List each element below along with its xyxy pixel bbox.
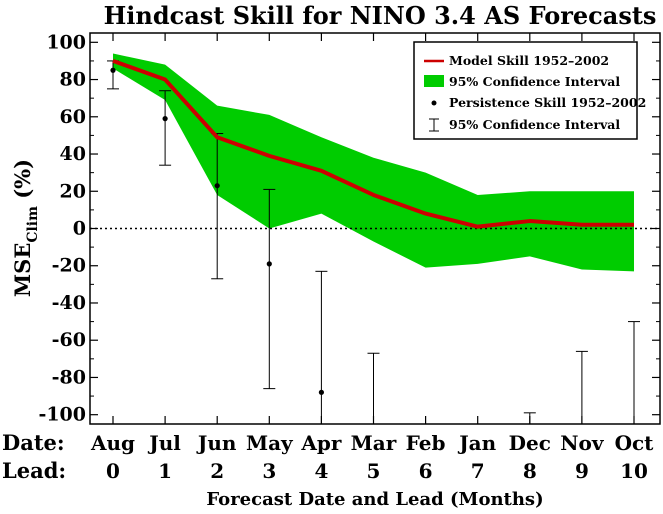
legend-model-ci-swatch [424, 75, 444, 87]
y-axis-label-unit: (%) [10, 159, 35, 199]
x-tick-date-label: Apr [300, 431, 342, 455]
persistence-point-0 [110, 67, 116, 73]
legend-persistence-ci-label: 95% Confidence Interval [449, 117, 620, 132]
x-tick-date-label: Nov [560, 431, 605, 455]
legend-persistence-marker [431, 100, 437, 106]
x-tick-date-label: Feb [406, 431, 446, 455]
x-tick-lead-label: 8 [523, 459, 537, 483]
x-tick-date-label: Dec [509, 431, 551, 455]
y-tick-label: -40 [52, 292, 86, 314]
x-tick-date-label: Jul [147, 431, 181, 455]
legend-model-skill-label: Model Skill 1952–2002 [449, 53, 609, 68]
plot-area [89, 32, 661, 425]
persistence-ci-bar-4 [315, 270, 328, 424]
x-tick-lead-label: 3 [262, 459, 276, 483]
x-tick-lead-label: 10 [620, 459, 648, 483]
persistence-point-4 [318, 389, 324, 395]
x-tick-lead-label: 9 [575, 459, 589, 483]
x-tick-date-label: May [246, 431, 294, 455]
x-tick-date-label: Jun [196, 431, 237, 455]
x-tick-date-label: Aug [90, 431, 135, 455]
y-tick-label: 0 [73, 218, 86, 240]
x-tick-lead-label: 2 [210, 459, 224, 483]
persistence-point-1 [162, 116, 168, 122]
x-tick-date-label: Mar [351, 431, 397, 455]
persistence-ci-bar-9 [575, 350, 588, 424]
legend-box [413, 41, 638, 140]
lead-row-label: Lead: [2, 458, 66, 483]
persistence-point-2 [214, 183, 220, 189]
chart-title: Hindcast Skill for NINO 3.4 AS Forecasts [104, 1, 657, 30]
model-ci-band [113, 53, 634, 272]
y-axis-label-subscript: Clim [25, 206, 41, 243]
legend-model-ci-label: 95% Confidence Interval [449, 74, 620, 89]
x-tick-lead-label: 5 [367, 459, 381, 483]
y-tick-label: 100 [46, 31, 86, 53]
x-tick-date-label: Jan [457, 431, 496, 455]
x-tick-date-label: Oct [615, 431, 655, 455]
legend: Model Skill 1952–2002 95% Confidence Int… [413, 41, 646, 140]
legend-persistence-ci-symbol [429, 118, 439, 132]
y-tick-label: 20 [60, 180, 86, 202]
x-tick-lead-label: 7 [471, 459, 485, 483]
y-tick-label: -80 [52, 366, 86, 388]
x-tick-lead-label: 0 [106, 459, 120, 483]
y-tick-label: -60 [52, 329, 86, 351]
y-axis-label-main: MSE [10, 243, 35, 297]
x-tick-lead-label: 4 [314, 459, 328, 483]
x-tick-lead-label: 6 [419, 459, 433, 483]
y-tick-label: -100 [38, 404, 86, 426]
persistence-ci-bar-1 [159, 90, 172, 166]
y-tick-label: 60 [60, 106, 86, 128]
svg-text:MSEClim (%): MSEClim (%) [10, 159, 41, 297]
persistence-point-3 [266, 261, 272, 267]
persistence-ci-bar-5 [367, 352, 380, 424]
y-tick-label: -20 [52, 255, 86, 277]
y-tick-label: 40 [60, 143, 86, 165]
persistence-ci-bar-3 [263, 188, 276, 390]
legend-persistence-label: Persistence Skill 1952–2002 [449, 95, 646, 110]
x-tick-lead-label: 1 [158, 459, 172, 483]
persistence-ci-bar-10 [628, 321, 640, 424]
model-skill-line [112, 59, 634, 229]
x-axis-label: Forecast Date and Lead (Months) [206, 489, 543, 510]
y-axis-label: MSEClim (%) [10, 159, 41, 297]
y-tick-label: 80 [60, 69, 86, 91]
date-row-label: Date: [2, 430, 65, 455]
